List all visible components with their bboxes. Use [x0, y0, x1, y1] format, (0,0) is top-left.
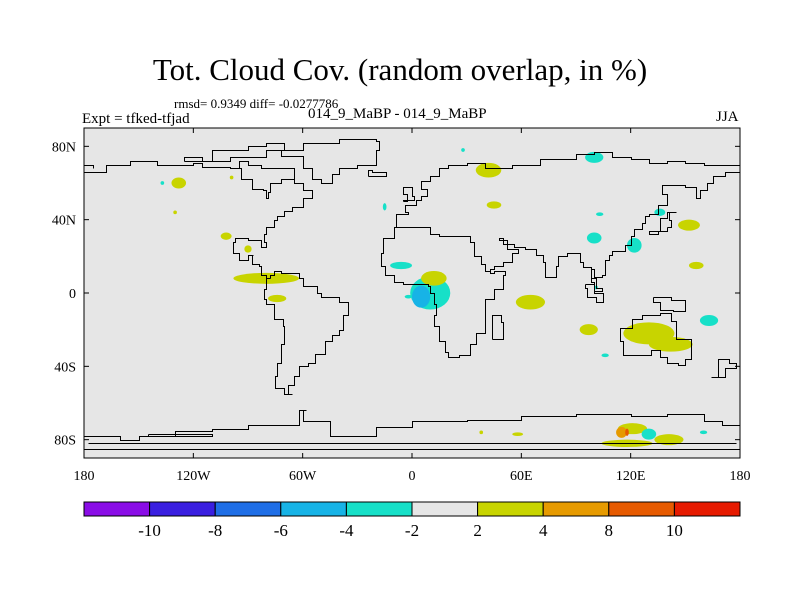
x-tick-label: 120E [616, 469, 646, 484]
anomaly-region [601, 353, 609, 358]
coastline [394, 172, 740, 292]
anomaly-region [475, 162, 502, 178]
anomaly-region [579, 324, 598, 336]
anomaly-region [479, 430, 484, 435]
y-tick-label: 40N [52, 214, 76, 229]
colorbar-swatch [149, 501, 216, 517]
x-tick-label: 60W [289, 469, 317, 484]
y-tick-label: 0 [69, 287, 76, 302]
coastline [184, 143, 285, 162]
coastline [585, 284, 604, 303]
y-tick-label: 40S [54, 360, 76, 375]
coastline [84, 165, 94, 169]
colorbar-label: 2 [473, 521, 482, 540]
colorbar-label: -6 [274, 521, 288, 540]
x-tick-label: 180 [74, 469, 95, 484]
anomaly-region [461, 148, 465, 152]
coastline [381, 227, 506, 358]
anomaly-region [678, 219, 700, 231]
colorbar-swatch [608, 501, 675, 517]
coastline [368, 170, 387, 177]
stats-label: rmsd= 0.9349 diff= -0.0277786 [174, 96, 339, 111]
anomaly-region [421, 271, 447, 286]
anomaly-region [627, 238, 642, 253]
x-tick-label: 60E [510, 469, 533, 484]
anomaly-region [382, 203, 387, 211]
coastline [84, 161, 349, 395]
coastline [620, 313, 692, 366]
anomaly-region [596, 212, 604, 217]
x-tick-label: 180 [730, 469, 751, 484]
anomaly-region [648, 337, 693, 352]
anomaly-region [171, 177, 187, 189]
coastline [492, 315, 504, 340]
colorbar-label: -4 [339, 521, 354, 540]
anomaly-region [654, 434, 684, 446]
colorbar-swatch [214, 501, 282, 517]
colorbar-label: -8 [208, 521, 222, 540]
season-label: JJA [716, 109, 739, 125]
anomaly-region [412, 285, 431, 308]
x-tick-label: 120W [176, 469, 211, 484]
colorbar-swatch [673, 501, 741, 517]
colorbar-label: 4 [539, 521, 548, 540]
colorbar-swatch [477, 501, 544, 517]
anomaly-region [268, 294, 287, 303]
coastline-layer [84, 139, 740, 450]
coastline [148, 434, 213, 437]
anomaly-region [404, 294, 412, 299]
anomaly-region [229, 175, 234, 180]
anomaly-region [220, 232, 232, 240]
anomaly-region [515, 294, 546, 310]
anomaly-region [173, 210, 177, 215]
colorbar-swatch [83, 501, 151, 517]
anomaly-region [586, 232, 602, 244]
anomaly-region [688, 261, 704, 270]
anomaly-region [625, 428, 629, 437]
axis-ticks: 180 120W 60W 0 60E 120E 180 80N 40N 0 40S 80S [52, 128, 751, 484]
colorbar-label: 8 [605, 521, 614, 540]
anomaly-region [390, 261, 413, 270]
anomaly-region [641, 428, 657, 440]
case-label: 014_9_MaBP - 014_9_MaBP [308, 106, 487, 122]
colorbar-swatch [411, 501, 479, 517]
anomaly-region [512, 432, 524, 436]
anomaly-region [699, 315, 719, 326]
coastline [281, 139, 380, 184]
anomaly-region [486, 201, 502, 209]
colorbar-label: 10 [666, 521, 683, 540]
anomaly-region [616, 426, 628, 438]
anomaly-region [699, 430, 708, 435]
coastline [84, 410, 740, 441]
x-tick-label: 0 [409, 469, 416, 484]
coastline [653, 297, 686, 312]
colorbar-swatch [280, 501, 347, 517]
anomaly-region [244, 245, 252, 253]
anomaly-region [160, 181, 165, 185]
coastline [230, 168, 295, 199]
coastline [394, 152, 740, 228]
coastline [403, 187, 415, 202]
colorbar-label: -10 [138, 521, 161, 540]
y-tick-label: 80N [52, 140, 76, 155]
experiment-label: Expt = tfked-tfjad [82, 111, 190, 127]
colorbar: -10 -8 -6 -4 -2 2 4 8 10 [83, 501, 741, 540]
coastline [711, 359, 737, 378]
anomaly-layer [160, 148, 719, 448]
colorbar-swatch [345, 501, 413, 517]
colorbar-label: -2 [405, 521, 419, 540]
chart-title: Tot. Cloud Cov. (random overlap, in %) [152, 52, 648, 87]
y-tick-label: 80S [54, 434, 76, 449]
colorbar-swatch [542, 501, 610, 517]
coastline [649, 212, 677, 235]
